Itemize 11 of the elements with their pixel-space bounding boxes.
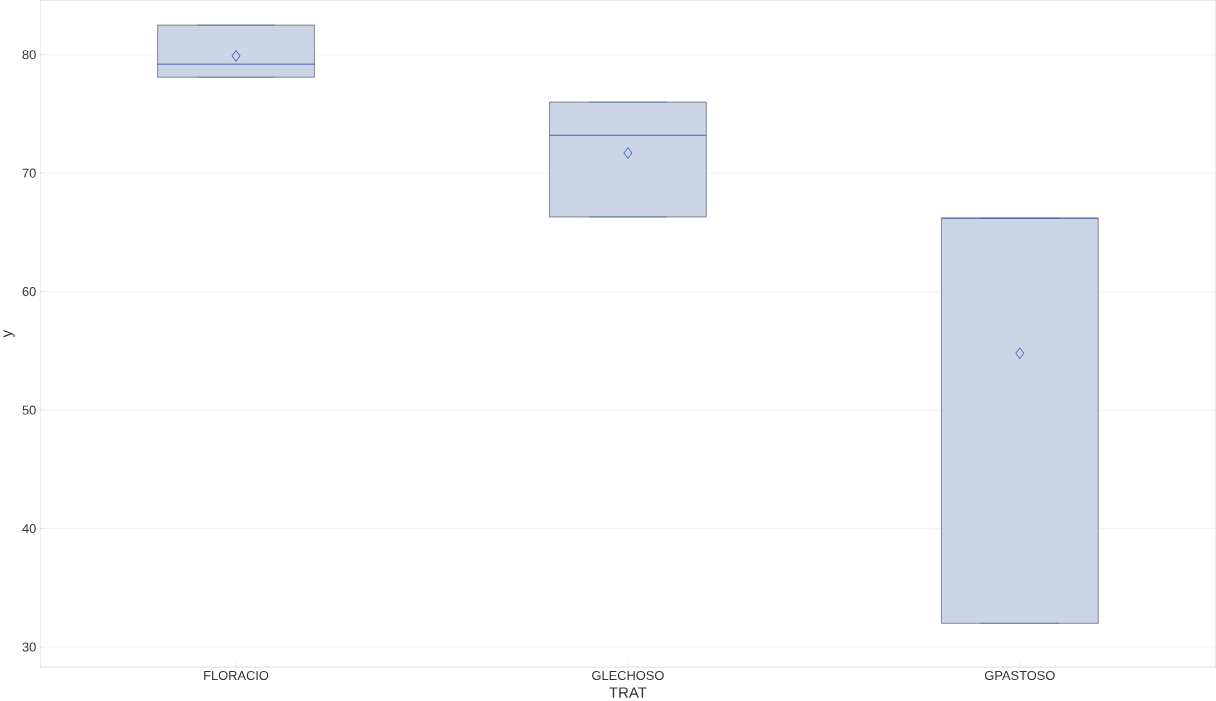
y-tick-label: 60 [22, 286, 36, 297]
x-axis-title: TRAT [609, 687, 647, 698]
y-tick-label: 30 [22, 642, 36, 652]
y-tick-label: 70 [22, 168, 36, 178]
y-tick-label: 50 [22, 405, 36, 415]
y-tick-label: 40 [22, 523, 36, 533]
y-axis-title: y [3, 329, 15, 338]
y-tick-label: 80 [22, 50, 36, 60]
x-tick-label: GPASTOSO [984, 670, 1055, 680]
x-tick-label: GLECHOSO [592, 670, 664, 680]
x-tick-label: FLORACIO [204, 670, 269, 680]
